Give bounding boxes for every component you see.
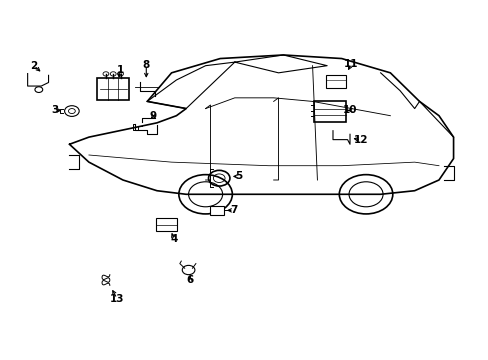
Bar	[325, 75, 345, 88]
Text: 10: 10	[343, 105, 357, 115]
Text: 13: 13	[110, 294, 124, 303]
Text: 5: 5	[235, 171, 242, 181]
Text: 6: 6	[186, 275, 193, 285]
Text: 1: 1	[117, 65, 124, 75]
Text: 4: 4	[170, 234, 177, 244]
Text: 12: 12	[353, 135, 367, 145]
Text: 3: 3	[51, 105, 59, 115]
Bar	[156, 218, 177, 231]
Bar	[210, 206, 224, 215]
Text: 2: 2	[30, 61, 38, 71]
Text: 9: 9	[149, 111, 156, 121]
Text: 8: 8	[142, 60, 150, 70]
FancyBboxPatch shape	[97, 78, 129, 100]
Bar	[313, 101, 345, 122]
Text: 7: 7	[230, 205, 237, 215]
Text: 11: 11	[344, 59, 358, 69]
